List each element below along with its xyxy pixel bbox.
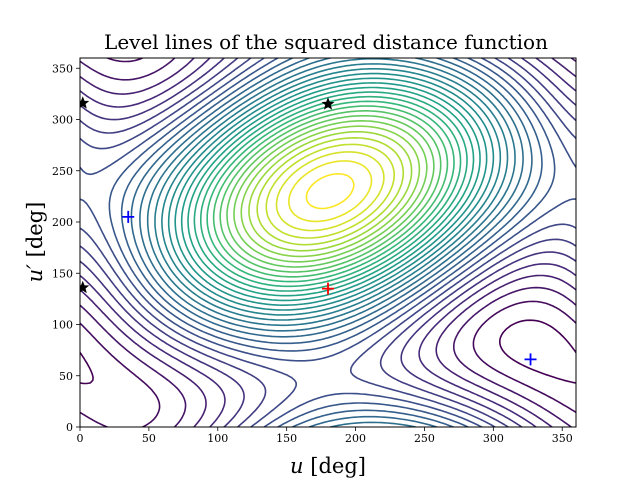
contour-level bbox=[305, 173, 355, 210]
y-tick-label: 200 bbox=[52, 216, 73, 229]
plot-frame bbox=[79, 57, 577, 428]
y-tick-label: 50 bbox=[59, 370, 73, 383]
contour-level bbox=[146, 58, 516, 327]
y-axis-variable: u′ bbox=[23, 264, 47, 283]
contour-level bbox=[200, 95, 462, 288]
x-axis-variable: u bbox=[290, 454, 304, 478]
contour-level bbox=[180, 82, 481, 302]
y-tick-label: 100 bbox=[52, 319, 73, 332]
contour-level bbox=[187, 86, 475, 297]
contour-level bbox=[226, 115, 435, 268]
contour-level bbox=[154, 63, 509, 321]
x-tick-label: 300 bbox=[483, 432, 504, 445]
maximum-marker bbox=[322, 282, 334, 295]
y-tick-label: 300 bbox=[52, 114, 73, 127]
x-axis-unit: [deg] bbox=[310, 454, 366, 478]
contour-level bbox=[120, 58, 543, 427]
x-tick-label: 250 bbox=[414, 432, 435, 445]
y-tick-label: 0 bbox=[66, 421, 73, 434]
contour-level bbox=[256, 137, 405, 246]
contour-level bbox=[212, 105, 449, 278]
minimum-marker bbox=[122, 210, 135, 223]
y-tick-label: 250 bbox=[52, 165, 73, 178]
x-tick-label: 100 bbox=[207, 432, 228, 445]
x-axis-label: u [deg] bbox=[290, 454, 366, 478]
contour-level bbox=[80, 58, 576, 427]
saddle-marker bbox=[80, 280, 90, 294]
chart-title: Level lines of the squared distance func… bbox=[104, 30, 548, 54]
contour-level bbox=[233, 120, 428, 263]
markers bbox=[80, 96, 537, 366]
contour-level bbox=[193, 91, 468, 292]
contour-level bbox=[80, 319, 576, 385]
x-tick-label: 0 bbox=[77, 432, 84, 445]
contour-level bbox=[80, 58, 576, 427]
y-tick-label: 350 bbox=[52, 62, 73, 75]
y-tick-label: 150 bbox=[52, 267, 73, 280]
y-axis-label: u′ [deg] bbox=[23, 202, 47, 283]
contour-level bbox=[248, 131, 413, 252]
y-axis-ticks: 0 50 100 150 200 250 300 350 bbox=[52, 62, 80, 434]
x-tick-label: 200 bbox=[345, 432, 366, 445]
contour-level bbox=[240, 125, 421, 258]
contour-level bbox=[80, 58, 576, 427]
y-axis-unit: [deg] bbox=[23, 202, 47, 258]
contour-lines bbox=[80, 58, 576, 427]
contour-level bbox=[219, 110, 442, 273]
x-tick-label: 350 bbox=[552, 432, 573, 445]
minimum-marker bbox=[524, 353, 537, 366]
contour-level bbox=[288, 160, 373, 223]
x-tick-label: 50 bbox=[142, 432, 156, 445]
contour-level bbox=[161, 68, 502, 316]
contour-level bbox=[167, 72, 495, 311]
contour-level bbox=[275, 151, 385, 232]
saddle-marker bbox=[321, 97, 335, 110]
saddle-marker bbox=[80, 96, 90, 109]
contour-level bbox=[80, 58, 576, 427]
contour-level bbox=[80, 58, 576, 427]
contour-level bbox=[265, 143, 395, 239]
contour-level bbox=[174, 77, 488, 306]
x-axis-ticks: 0 50 100 150 200 250 300 350 bbox=[77, 427, 573, 445]
x-tick-label: 150 bbox=[276, 432, 297, 445]
